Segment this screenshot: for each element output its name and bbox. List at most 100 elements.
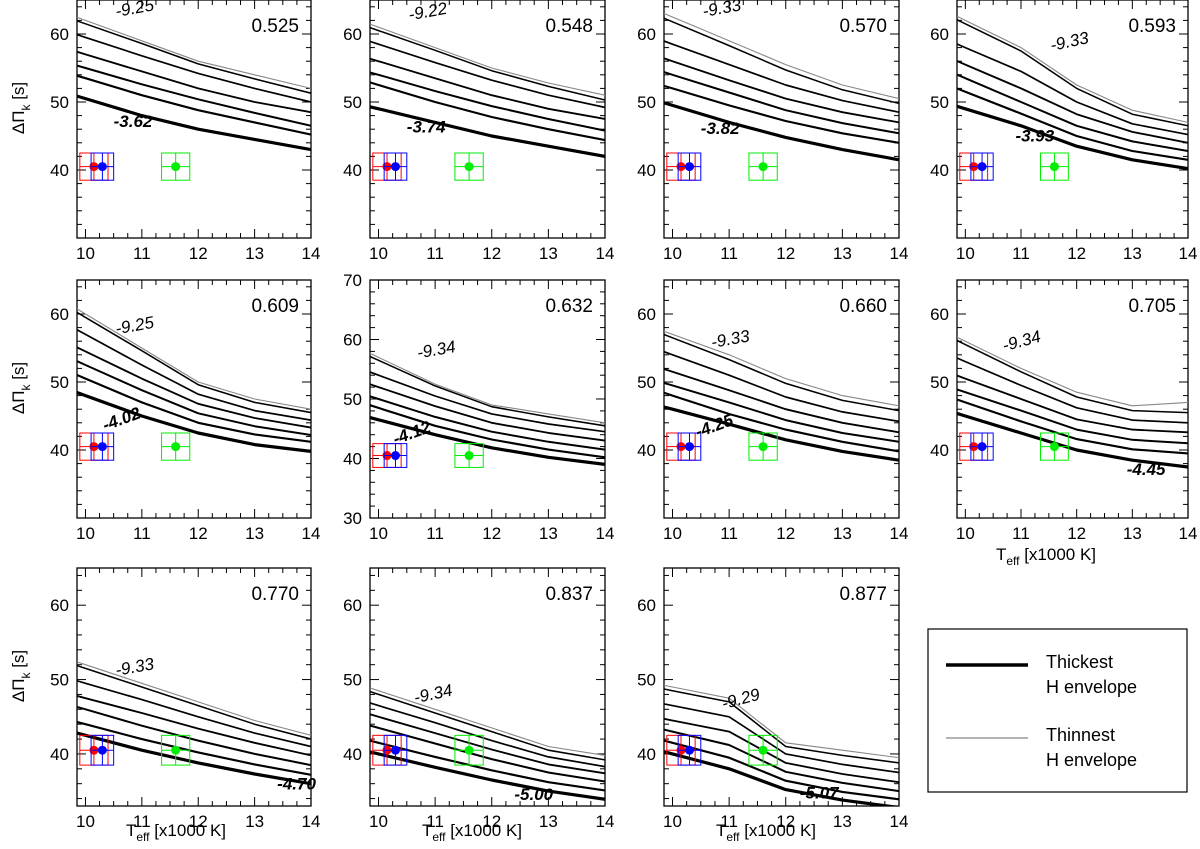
model-curve-mid [77, 33, 311, 103]
y-tick-label: 40 [343, 745, 362, 764]
y-tick-label: 60 [50, 25, 69, 44]
data-point [1049, 162, 1059, 172]
model-curve-mid [664, 71, 899, 135]
star-point-green [454, 443, 484, 468]
y-tick-label: 50 [930, 93, 949, 112]
data-point [390, 162, 400, 172]
y-axis-label-row1: ΔΠk [s] [9, 82, 33, 134]
model-curve-thick [77, 390, 311, 453]
legend: Thickest H envelope Thinnest H envelope [927, 628, 1188, 793]
star-point-blue [970, 432, 994, 461]
plot-frame [76, 567, 312, 807]
x-tick-label: 13 [1123, 524, 1142, 543]
data-point [977, 442, 987, 452]
model-curve-thick [77, 94, 311, 152]
y-tick-label: 50 [343, 390, 362, 409]
model-curve-mid [664, 739, 899, 801]
model-curve-mid [664, 40, 899, 114]
y-tick-label: 60 [50, 596, 69, 615]
model-curve-mid [370, 81, 605, 142]
star-point-green [1039, 152, 1069, 181]
x-tick-label: 13 [1123, 244, 1142, 263]
legend-thick-label-2: H envelope [1046, 677, 1137, 697]
star-point-blue [970, 152, 994, 181]
thick-envelope-label: -4.45 [1127, 460, 1166, 479]
x-tick-label: 12 [776, 812, 795, 831]
model-curve-mid [664, 84, 899, 144]
model-curve-mid [957, 19, 1188, 127]
x-tick-label: 12 [776, 524, 795, 543]
y-tick-label: 40 [930, 441, 949, 460]
y-tick-label: 40 [637, 161, 656, 180]
y-tick-label: 60 [343, 596, 362, 615]
star-point-green [1039, 432, 1069, 461]
y-tick-label: 50 [637, 373, 656, 392]
x-tick-label: 10 [369, 244, 388, 263]
x-tick-label: 12 [1067, 244, 1086, 263]
x-tick-label: 10 [956, 244, 975, 263]
model-curve-mid [370, 739, 605, 792]
model-curve-mid [370, 355, 605, 427]
x-tick-label: 11 [1012, 524, 1030, 543]
y-tick-label: 50 [50, 671, 69, 690]
y-tick-label: 70 [343, 271, 362, 290]
x-tick-label: 11 [1012, 244, 1030, 263]
model-curve-thick [370, 416, 605, 466]
y-tick-label: 40 [343, 450, 362, 469]
x-tick-label: 10 [369, 524, 388, 543]
x-tick-label: 14 [302, 812, 321, 831]
x-tick-label: 14 [1179, 244, 1198, 263]
panel-mass-label: 0.632 [545, 296, 593, 317]
legend-thin-label-2: H envelope [1046, 750, 1137, 770]
model-curve-mid [957, 398, 1188, 455]
data-point [171, 442, 181, 452]
star-point-blue [90, 734, 115, 766]
model-curve-mid [664, 688, 899, 764]
model-curve-mid [77, 311, 311, 414]
model-curve-mid [664, 728, 899, 793]
model-curve-mid [957, 73, 1188, 152]
model-curve-mid [664, 350, 899, 423]
data-point [171, 745, 181, 755]
model-curve-mid [370, 395, 605, 451]
panel-mass-label: 0.609 [251, 296, 299, 317]
model-curve-mid [957, 87, 1188, 161]
model-curve-mid [664, 17, 899, 105]
legend-box [927, 628, 1188, 793]
model-curve-mid [957, 374, 1188, 434]
model-curve-mid [77, 664, 311, 740]
x-tick-label: 12 [189, 812, 208, 831]
x-tick-label: 10 [956, 524, 975, 543]
y-axis-label-row2: ΔΠk [s] [9, 362, 33, 414]
x-tick-label: 13 [539, 244, 558, 263]
model-curve-thick [664, 405, 899, 462]
thick-envelope-label: -5.07 [800, 784, 840, 803]
model-curve-mid [77, 346, 311, 429]
legend-thin-label-1: Thinnest [1046, 725, 1115, 745]
thin-envelope-label: -9.25 [114, 0, 156, 21]
plot-frame [369, 0, 606, 239]
y-tick-label: 60 [930, 25, 949, 44]
star-point-green [161, 152, 191, 181]
plot-frame [369, 279, 606, 519]
y-tick-label: 60 [637, 25, 656, 44]
data-point [97, 745, 107, 755]
x-tick-label: 10 [663, 524, 682, 543]
y-tick-label: 40 [50, 161, 69, 180]
model-curve-mid [370, 404, 605, 459]
x-tick-label: 11 [426, 244, 444, 263]
model-curve-mid [77, 695, 311, 757]
x-tick-label: 14 [596, 524, 615, 543]
x-tick-label: 11 [720, 524, 738, 543]
curves [664, 330, 899, 462]
model-curve-mid [664, 333, 899, 412]
star-point-blue [383, 734, 408, 766]
data-point [977, 162, 987, 172]
y-tick-label: 50 [343, 671, 362, 690]
y-tick-label: 50 [637, 671, 656, 690]
curves [77, 308, 311, 453]
y-tick-label: 40 [930, 161, 949, 180]
